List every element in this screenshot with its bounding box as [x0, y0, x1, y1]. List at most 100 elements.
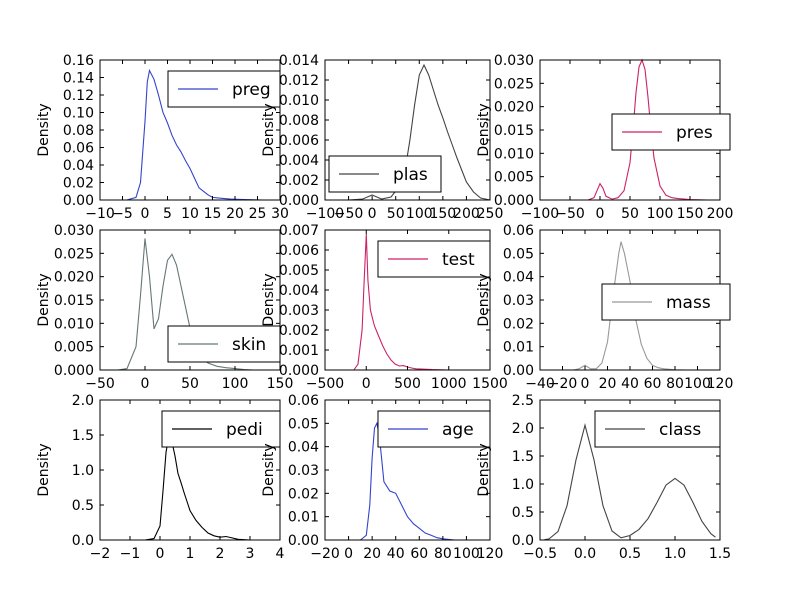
x-tick-label-age: 0: [344, 546, 353, 562]
x-tick-label-test: 500: [394, 376, 421, 392]
x-tick-label-mass: 100: [684, 376, 711, 392]
y-tick-label-skin: 0.010: [54, 316, 94, 332]
x-tick-label-preg: 30: [271, 206, 289, 222]
x-tick-label-preg: 10: [181, 206, 199, 222]
x-tick-label-plas: 100: [406, 206, 433, 222]
legend-mass: mass: [601, 283, 731, 321]
panel-skin: −50 0 50 100 150 0.000 0.005 0.010 0.015 0.020 0.0…: [36, 223, 293, 392]
x-tick-label-age: 120: [477, 546, 504, 562]
x-tick-label-test: −500: [306, 376, 344, 392]
x-tick-label-plas: 0: [368, 206, 377, 222]
density-line-plas: [348, 63, 491, 201]
x-tick-label-pres: 100: [647, 206, 674, 222]
legend-test: test: [377, 240, 491, 278]
legend-label-age: age: [442, 420, 474, 440]
density-line-preg: [126, 68, 263, 201]
y-axis-label-test: Density: [261, 273, 277, 326]
x-tick-label-pedi: 3: [246, 546, 255, 562]
panel-pres: −100−50 0 50 100 150 200 0.000 0.005 0.010 0.015 0…: [476, 53, 733, 222]
y-tick-label-skin: 0.020: [54, 270, 94, 286]
x-tick-label-preg: −10: [85, 206, 115, 222]
y-axis-label-preg: Density: [36, 103, 52, 156]
x-tick-label-age: 40: [387, 546, 405, 562]
x-tick-label-preg: −5: [112, 206, 133, 222]
panel-class: −0.5 0.0 0.5 1.0 1.50.00.51.01.52.02.5Densit…: [476, 393, 731, 562]
y-tick-label-mass: 0.01: [503, 340, 534, 356]
density-line-age: [360, 421, 455, 541]
y-tick-label-class: 1.0: [512, 477, 534, 493]
x-tick-label-pedi: 0: [156, 546, 165, 562]
y-tick-label-pedi: 0.0: [72, 533, 94, 549]
y-tick-label-skin: 0.015: [54, 293, 94, 309]
x-tick-label-skin: 50: [181, 376, 199, 392]
x-tick-label-class: 1.0: [664, 546, 686, 562]
x-tick-label-pedi: 2: [216, 546, 225, 562]
x-tick-label-skin: 0: [141, 376, 150, 392]
x-tick-label-plas: 200: [453, 206, 480, 222]
legend-preg: preg: [167, 70, 281, 108]
y-tick-label-pres: 0.005: [494, 170, 534, 186]
x-tick-label-age: 60: [410, 546, 428, 562]
x-tick-label-pres: 200: [707, 206, 734, 222]
y-tick-label-class: 2.5: [512, 393, 534, 409]
y-tick-label-plas: 0.008: [279, 113, 319, 129]
legend-label-class: class: [659, 420, 701, 440]
y-axis-label-skin: Density: [36, 273, 52, 326]
y-tick-label-test: 0.005: [279, 263, 319, 279]
y-tick-label-test: 0.007: [279, 223, 319, 239]
axes-frame-plas: [324, 59, 491, 201]
legend-label-test: test: [442, 250, 475, 270]
y-tick-label-preg: 0.08: [63, 123, 94, 139]
legend-age: age: [377, 410, 491, 448]
y-tick-label-plas: 0.014: [279, 53, 319, 69]
legend-class: class: [594, 410, 721, 448]
y-tick-label-class: 1.5: [512, 449, 534, 465]
x-tick-label-pedi: 4: [276, 546, 285, 562]
x-tick-label-skin: 150: [267, 376, 294, 392]
y-tick-label-mass: 0.03: [503, 293, 534, 309]
y-tick-label-class: 0.0: [512, 533, 534, 549]
x-tick-label-plas: −50: [334, 206, 364, 222]
y-axis-label-pres: Density: [476, 103, 492, 156]
y-tick-label-pres: 0.000: [494, 193, 534, 209]
y-tick-label-pres: 0.025: [494, 76, 534, 92]
y-tick-label-age: 0.01: [288, 510, 319, 526]
y-tick-label-skin: 0.005: [54, 340, 94, 356]
legend-label-pedi: pedi: [226, 420, 263, 440]
y-tick-label-test: 0.001: [279, 343, 319, 359]
x-tick-label-age: −20: [310, 546, 340, 562]
y-tick-label-pres: 0.030: [494, 53, 534, 69]
x-tick-label-pedi: −2: [90, 546, 111, 562]
x-tick-label-plas: 50: [387, 206, 405, 222]
y-tick-label-age: 0.03: [288, 463, 319, 479]
y-tick-label-age: 0.06: [288, 393, 319, 409]
y-tick-label-plas: 0.012: [279, 73, 319, 89]
density-line-mass: [573, 241, 687, 371]
x-tick-label-mass: 80: [666, 376, 684, 392]
legend-box-mass: [601, 283, 731, 321]
x-tick-label-pedi: −1: [120, 546, 141, 562]
x-tick-label-class: 0.0: [574, 546, 596, 562]
y-tick-label-pedi: 0.5: [72, 498, 94, 514]
y-tick-label-age: 0.02: [288, 486, 319, 502]
x-tick-label-test: 1500: [472, 376, 508, 392]
y-tick-label-pres: 0.020: [494, 100, 534, 116]
y-tick-label-mass: 0.04: [503, 270, 534, 286]
y-tick-label-pres: 0.015: [494, 123, 534, 139]
legend-plas: plas: [328, 155, 442, 193]
y-tick-label-preg: 0.02: [63, 176, 94, 192]
x-tick-label-mass: 0: [581, 376, 590, 392]
y-tick-label-pedi: 1.5: [72, 428, 94, 444]
y-tick-label-preg: 0.00: [63, 193, 94, 209]
x-tick-label-preg: 0: [141, 206, 150, 222]
y-tick-label-age: 0.04: [288, 440, 319, 456]
y-tick-label-age: 0.00: [288, 533, 319, 549]
y-tick-label-mass: 0.06: [503, 223, 534, 239]
y-tick-label-test: 0.006: [279, 243, 319, 259]
y-axis-label-mass: Density: [476, 273, 492, 326]
y-tick-label-mass: 0.00: [503, 363, 534, 379]
legend-pres: pres: [611, 113, 731, 151]
x-tick-label-pres: −50: [555, 206, 585, 222]
density-line-class: [544, 423, 716, 541]
